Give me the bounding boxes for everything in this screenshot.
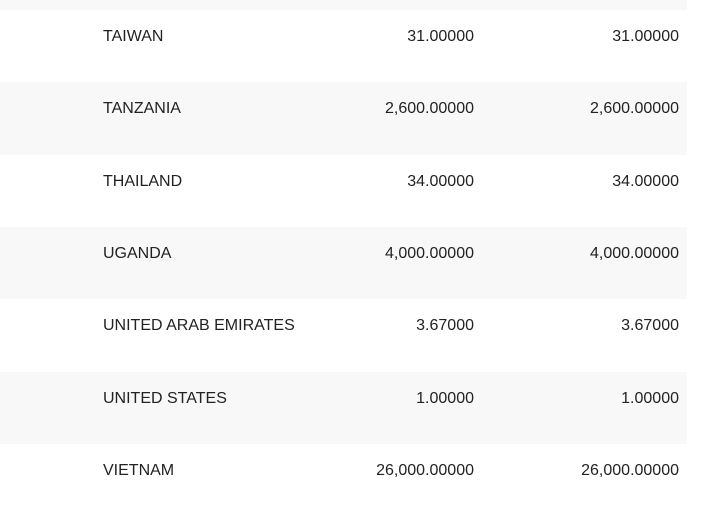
- table-row: THAILAND 34.00000 34.00000: [0, 155, 687, 227]
- rate-cell: 3.67000: [621, 317, 679, 335]
- table-row: UGANDA 4,000.00000 4,000.00000: [0, 226, 687, 300]
- rate-cell: 1.00000: [621, 389, 679, 407]
- rate-cell: 34.00000: [612, 172, 679, 190]
- rate-cell: 2,600.00000: [385, 100, 474, 118]
- rate-cell: 1.00000: [416, 389, 474, 407]
- country-cell: UGANDA: [103, 244, 172, 262]
- table-row: TANZANIA 2,600.00000 2,600.00000: [0, 82, 687, 155]
- rate-cell: 31.00000: [407, 28, 474, 45]
- country-cell: VIETNAM: [103, 461, 175, 479]
- currency-table: TAIWAN 31.00000 31.00000 TANZANIA 2,600.0000…: [0, 0, 687, 516]
- rate-cell: 3.67000: [416, 317, 474, 335]
- country-cell: THAILAND: [103, 172, 183, 190]
- table-row: TAIWAN 31.00000 31.00000: [0, 10, 687, 82]
- rate-cell: 26,000.00000: [376, 461, 474, 479]
- country-cell: TANZANIA: [103, 100, 181, 118]
- rate-cell: 4,000.00000: [590, 244, 679, 262]
- row-partial: [0, 0, 687, 10]
- table-row: UNITED STATES 1.00000 1.00000: [0, 371, 687, 444]
- rate-cell: 2,600.00000: [590, 100, 679, 118]
- table-row: VIETNAM 26,000.00000 26,000.00000: [0, 444, 687, 516]
- rate-cell: 34.00000: [407, 172, 474, 190]
- country-cell: UNITED ARAB EMIRATES: [103, 317, 295, 335]
- country-cell: UNITED STATES: [103, 389, 227, 407]
- rate-cell: 31.00000: [612, 28, 679, 45]
- rate-cell: 4,000.00000: [385, 244, 474, 262]
- table-row: UNITED ARAB EMIRATES 3.67000 3.67000: [0, 299, 687, 371]
- rate-cell: 26,000.00000: [581, 461, 679, 479]
- country-cell: TAIWAN: [103, 28, 164, 45]
